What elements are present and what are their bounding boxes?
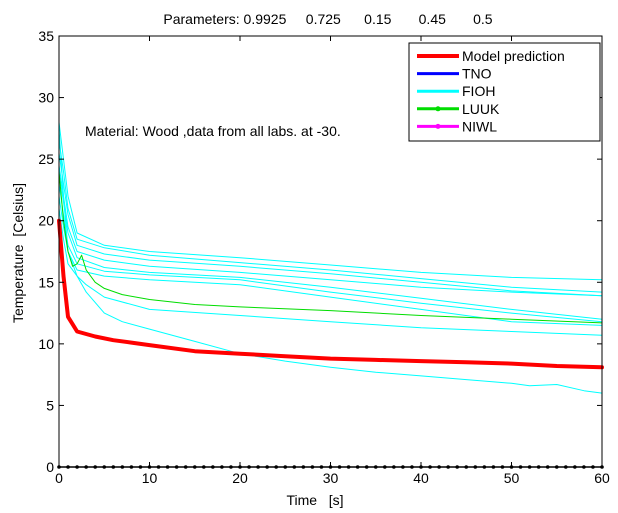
x-tick-label: 30	[323, 470, 339, 486]
x-tick-label: 10	[142, 470, 158, 486]
legend-label: Model prediction	[462, 48, 565, 64]
x-tick-label: 0	[55, 470, 63, 486]
x-tick-label: 60	[594, 470, 610, 486]
y-tick-label: 30	[38, 90, 54, 106]
legend-label: FIOH	[462, 83, 495, 99]
series-line-luuk	[58, 171, 603, 324]
x-tick-label: 20	[232, 470, 248, 486]
x-tick-label: 40	[413, 470, 429, 486]
series-line-fioh	[58, 207, 603, 336]
series-line-fioh	[58, 164, 603, 297]
series-line-fioh	[58, 152, 603, 297]
x-axis-label: Time [s]	[286, 492, 343, 508]
y-tick-label: 15	[38, 274, 54, 290]
legend-marker	[435, 123, 441, 129]
series-line-fioh	[58, 127, 603, 394]
y-tick-label: 0	[46, 459, 54, 475]
series-line-fioh	[58, 140, 603, 293]
y-axis-ticks: 0 5 10 15 20 25 30 35	[38, 28, 602, 475]
legend-label: LUUK	[462, 101, 500, 117]
series-line-fioh	[58, 121, 603, 281]
y-tick-label: 5	[46, 397, 54, 413]
legend-label: NIWL	[462, 118, 497, 134]
x-tick-label: 50	[504, 470, 520, 486]
x-axis-ticks: 0 10 20 30 40 50 60	[55, 36, 610, 486]
y-axis-label: Temperature [Celsius]	[10, 183, 26, 323]
annotation-text: Material: Wood ,data from all labs. at -…	[85, 123, 341, 139]
legend-label: TNO	[462, 66, 492, 82]
series-line-model-prediction	[57, 218, 604, 370]
y-tick-label: 35	[38, 28, 54, 44]
series-line-fioh	[58, 171, 603, 320]
parameters-header: Parameters: 0.9925 0.725 0.15 0.45 0.5	[163, 11, 492, 27]
legend-marker	[435, 106, 441, 112]
y-tick-label: 25	[38, 151, 54, 167]
y-tick-label: 20	[38, 213, 54, 229]
y-tick-label: 10	[38, 336, 54, 352]
